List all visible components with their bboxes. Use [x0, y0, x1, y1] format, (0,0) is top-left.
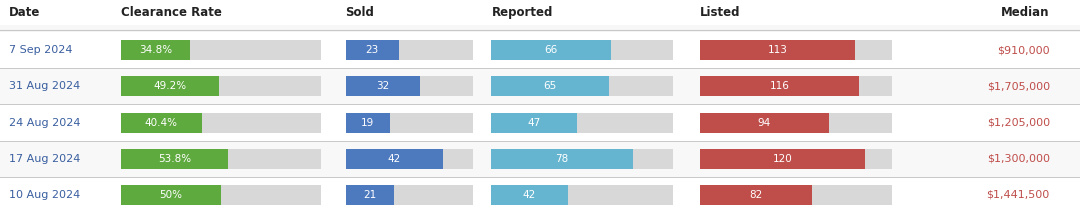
Bar [0, 177, 1080, 213]
Text: Date: Date [9, 6, 40, 19]
Bar [0, 141, 1080, 177]
Bar [700, 149, 892, 169]
Text: $1,205,000: $1,205,000 [987, 118, 1050, 128]
Bar [700, 40, 855, 60]
Text: 31 Aug 2024: 31 Aug 2024 [9, 81, 80, 91]
Text: 42: 42 [523, 190, 536, 200]
Bar [121, 149, 229, 169]
Text: 113: 113 [768, 45, 787, 55]
Bar [121, 76, 219, 96]
Text: 10 Aug 2024: 10 Aug 2024 [9, 190, 80, 200]
Text: 47: 47 [527, 118, 541, 128]
Text: 120: 120 [772, 154, 792, 164]
Text: 32: 32 [376, 81, 389, 91]
Text: 40.4%: 40.4% [145, 118, 178, 128]
Bar [0, 68, 1080, 104]
Text: 7 Sep 2024: 7 Sep 2024 [9, 45, 72, 55]
Bar [121, 185, 221, 205]
Bar [700, 112, 829, 132]
Bar [121, 40, 190, 60]
Text: 65: 65 [543, 81, 557, 91]
Text: 24 Aug 2024: 24 Aug 2024 [9, 118, 80, 128]
Bar [346, 185, 394, 205]
Bar [491, 76, 673, 96]
Text: 42: 42 [388, 154, 401, 164]
Bar [346, 40, 399, 60]
Bar [700, 185, 892, 205]
Bar [491, 149, 633, 169]
Bar [491, 40, 673, 60]
Text: Clearance Rate: Clearance Rate [121, 6, 221, 19]
Bar [346, 112, 390, 132]
Bar [700, 185, 812, 205]
Text: 23: 23 [366, 45, 379, 55]
Bar [346, 149, 443, 169]
Bar [121, 112, 202, 132]
Bar [491, 185, 673, 205]
Text: 66: 66 [544, 45, 558, 55]
Text: $910,000: $910,000 [997, 45, 1050, 55]
Bar [700, 76, 892, 96]
Text: 78: 78 [555, 154, 569, 164]
Text: $1,705,000: $1,705,000 [987, 81, 1050, 91]
Bar [700, 112, 892, 132]
Text: 19: 19 [361, 118, 375, 128]
Bar [491, 185, 568, 205]
Bar [491, 40, 611, 60]
Text: 82: 82 [750, 190, 762, 200]
Bar [0, 104, 1080, 141]
Bar [491, 76, 609, 96]
Text: 34.8%: 34.8% [139, 45, 173, 55]
Bar [121, 185, 321, 205]
Text: Reported: Reported [491, 6, 553, 19]
Bar [491, 112, 577, 132]
Bar [0, 0, 1080, 25]
Bar [346, 76, 420, 96]
Bar [121, 76, 321, 96]
Text: Median: Median [1001, 6, 1050, 19]
Bar [346, 76, 473, 96]
Bar [346, 40, 473, 60]
Bar [700, 149, 865, 169]
Text: Listed: Listed [700, 6, 741, 19]
Bar [700, 76, 859, 96]
Bar [491, 149, 673, 169]
Text: 50%: 50% [160, 190, 183, 200]
Bar [491, 112, 673, 132]
Bar [121, 112, 321, 132]
Bar [346, 149, 473, 169]
Text: $1,300,000: $1,300,000 [987, 154, 1050, 164]
Text: 49.2%: 49.2% [153, 81, 187, 91]
Bar [346, 185, 473, 205]
Text: 94: 94 [758, 118, 771, 128]
Bar [121, 40, 321, 60]
Text: Sold: Sold [346, 6, 375, 19]
Bar [346, 112, 473, 132]
Bar [700, 40, 892, 60]
Text: 21: 21 [363, 190, 377, 200]
Text: 116: 116 [770, 81, 789, 91]
Text: 17 Aug 2024: 17 Aug 2024 [9, 154, 80, 164]
Bar [0, 32, 1080, 68]
Text: 53.8%: 53.8% [158, 154, 191, 164]
Bar [121, 149, 321, 169]
Text: $1,441,500: $1,441,500 [986, 190, 1050, 200]
